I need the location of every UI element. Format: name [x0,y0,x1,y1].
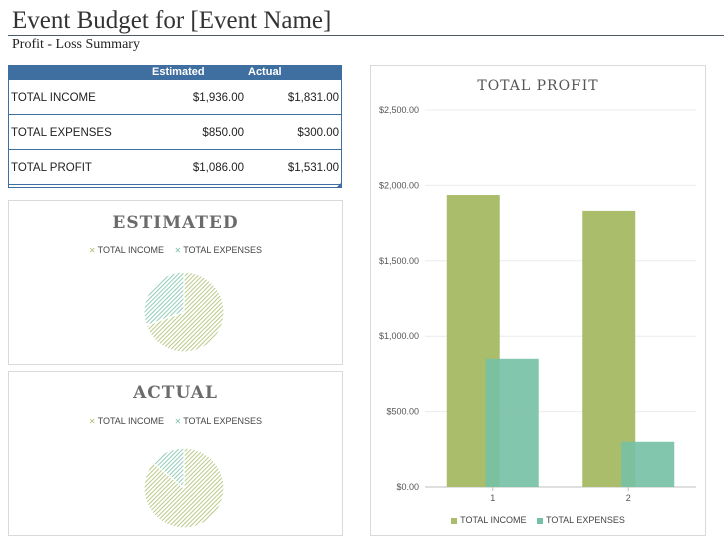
cell-actual[interactable]: $300.00 [297,127,339,139]
x-tick-label: 2 [626,493,631,503]
legend-label: TOTAL INCOME [460,515,527,525]
title-divider [8,35,724,36]
column-header-estimated: Estimated [152,66,205,78]
pie-slice-total-expenses[interactable] [143,271,185,327]
bar-total-expenses-1[interactable] [485,358,539,487]
y-tick-label: $2,500.00 [379,105,419,115]
actual-pie-svg [143,447,225,529]
bar-chart-legend: TOTAL INCOME TOTAL EXPENSES [371,515,705,525]
y-tick-label: $0.00 [396,482,419,492]
expenses-swatch-icon [536,517,543,524]
estimated-chart-title: ESTIMATED [112,213,239,233]
page-subtitle: Profit - Loss Summary [12,37,140,52]
bar-total-expenses-2[interactable] [621,441,675,487]
income-swatch-icon: ✕ [88,417,96,426]
pie-slice-total-income[interactable] [145,271,225,353]
page-title: Event Budget for [Event Name] [12,7,332,34]
legend-label: TOTAL EXPENSES [183,416,263,426]
cell-estimated[interactable]: $850.00 [202,127,244,139]
legend-label: TOTAL INCOME [97,245,164,255]
bar-chart-title: TOTAL PROFIT [477,78,599,94]
total-profit-bar-chart-panel[interactable]: TOTAL PROFIT $0.00 $500.00 $1,000.00 $1,500… [370,65,706,536]
column-header-actual: Actual [248,66,282,78]
actual-chart-title: ACTUAL [133,383,218,403]
income-swatch-icon [451,517,458,524]
legend-item-expenses: TOTAL EXPENSES [536,515,625,525]
legend-item-expenses: ✕ TOTAL EXPENSES [174,245,262,255]
expenses-swatch-icon: ✕ [174,246,182,255]
cell-actual[interactable]: $1,831.00 [287,92,339,104]
legend-item-income: TOTAL INCOME [451,515,526,525]
pie-slice-total-expenses[interactable] [152,447,185,490]
bar-total-income-2[interactable] [582,210,636,487]
legend-label: TOTAL EXPENSES [183,245,263,255]
bar-chart-svg: $0.00 $500.00 $1,000.00 $1,500.00 $2,000.00 $… [379,105,696,503]
income-swatch-icon: ✕ [88,246,96,255]
legend-item-income: ✕ TOTAL INCOME [89,245,164,255]
cell-estimated[interactable]: $1,086.00 [192,162,244,174]
table-resize-handle[interactable] [337,183,341,187]
expenses-swatch-icon: ✕ [174,417,182,426]
y-tick-label: $500.00 [386,407,419,417]
actual-pie-chart-panel[interactable]: ACTUAL ✕ TOTAL INCOME ✕ TOTAL EXPENSES [8,371,343,536]
cell-actual[interactable]: $1,531.00 [287,162,339,174]
x-tick-label: 1 [490,493,495,503]
table-row-total-expenses[interactable]: TOTAL EXPENSES $850.00 $300.00 [9,115,341,150]
estimated-pie-chart-panel[interactable]: ESTIMATED ✕ TOTAL INCOME ✕ TOTAL EXPENSES [8,200,343,365]
legend-label: TOTAL INCOME [97,416,164,426]
summary-table-header: Estimated Actual [9,66,341,80]
y-tick-label: $2,000.00 [379,180,419,190]
legend-item-expenses: ✕ TOTAL EXPENSES [174,416,262,426]
y-tick-label: $1,500.00 [379,256,419,266]
actual-chart-legend: ✕ TOTAL INCOME ✕ TOTAL EXPENSES [9,416,342,426]
table-row-total-profit[interactable]: TOTAL PROFIT $1,086.00 $1,531.00 [9,150,341,185]
y-tick-label: $1,000.00 [379,331,419,341]
table-row-total-income[interactable]: TOTAL INCOME $1,936.00 $1,831.00 [9,80,341,115]
legend-label: TOTAL EXPENSES [545,515,625,525]
summary-table[interactable]: Estimated Actual TOTAL INCOME $1,936.00 … [8,65,342,188]
cell-estimated[interactable]: $1,936.00 [192,92,244,104]
row-label: TOTAL PROFIT [11,162,92,174]
row-label: TOTAL EXPENSES [11,127,112,139]
legend-item-income: ✕ TOTAL INCOME [89,416,164,426]
estimated-pie-svg [143,271,225,353]
estimated-chart-legend: ✕ TOTAL INCOME ✕ TOTAL EXPENSES [9,245,342,255]
row-label: TOTAL INCOME [11,92,96,104]
